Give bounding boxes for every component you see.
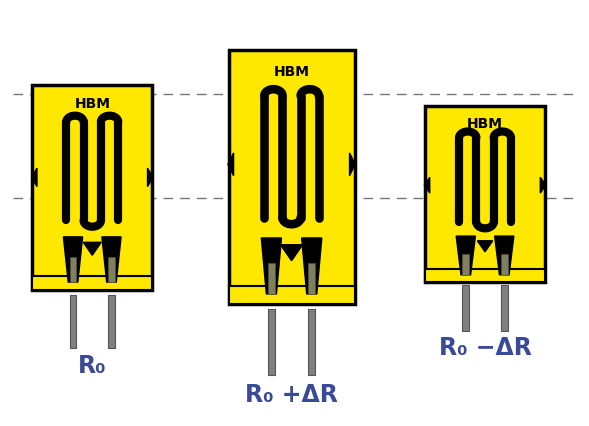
Polygon shape bbox=[424, 177, 430, 193]
Text: R₀: R₀ bbox=[78, 354, 107, 378]
Bar bbox=[229, 50, 355, 304]
Polygon shape bbox=[102, 237, 121, 282]
Bar bbox=[308, 309, 315, 375]
Text: R₀ +ΔR: R₀ +ΔR bbox=[245, 383, 338, 407]
Polygon shape bbox=[477, 241, 492, 252]
Text: HBM: HBM bbox=[467, 117, 503, 131]
Text: R₀ −ΔR: R₀ −ΔR bbox=[439, 336, 531, 360]
Bar bbox=[32, 85, 153, 290]
Bar bbox=[425, 106, 545, 282]
Polygon shape bbox=[302, 238, 322, 294]
Bar bbox=[462, 253, 469, 275]
Polygon shape bbox=[262, 238, 282, 294]
Polygon shape bbox=[64, 237, 82, 282]
Bar bbox=[108, 257, 115, 282]
Bar bbox=[268, 309, 275, 375]
Text: HBM: HBM bbox=[273, 65, 310, 79]
Bar bbox=[70, 294, 77, 348]
Bar bbox=[501, 253, 508, 275]
Bar bbox=[425, 270, 545, 282]
Bar bbox=[70, 257, 77, 282]
Polygon shape bbox=[32, 168, 37, 187]
Bar bbox=[268, 263, 275, 294]
Polygon shape bbox=[456, 236, 475, 275]
Bar bbox=[501, 285, 508, 331]
Bar bbox=[308, 263, 315, 294]
Bar bbox=[229, 286, 355, 304]
Polygon shape bbox=[495, 236, 514, 275]
Polygon shape bbox=[540, 177, 546, 193]
Bar bbox=[32, 276, 153, 290]
Bar bbox=[108, 294, 115, 348]
Polygon shape bbox=[147, 168, 153, 187]
Polygon shape bbox=[349, 153, 355, 176]
Polygon shape bbox=[280, 245, 303, 261]
Polygon shape bbox=[228, 153, 234, 176]
Bar bbox=[462, 285, 469, 331]
Polygon shape bbox=[83, 242, 101, 255]
Text: HBM: HBM bbox=[74, 97, 110, 111]
